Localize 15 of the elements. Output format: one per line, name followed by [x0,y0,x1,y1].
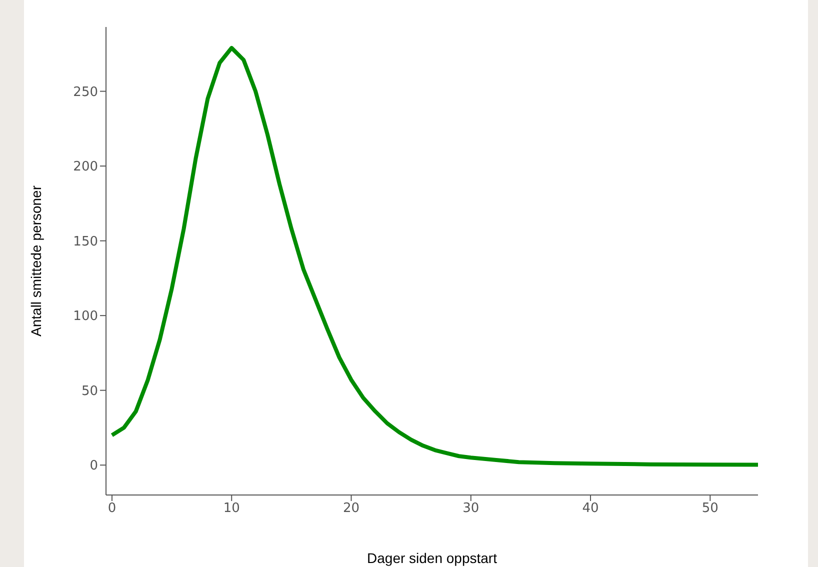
x-tick-label: 20 [342,501,360,516]
y-tick-label: 250 [73,84,98,100]
x-tick-label: 0 [108,501,116,516]
y-tick-label: 100 [73,309,98,324]
x-axis-title: Dager siden oppstart [367,550,498,566]
x-tick-label: 30 [462,501,480,516]
y-axis-title: Antall smittede personer [28,185,44,336]
line-series [110,46,758,467]
y-tick-label: 150 [73,234,98,250]
x-tick-label: 40 [582,501,599,516]
x-tick-label: 10 [223,501,240,516]
y-tick-label: 200 [73,160,98,175]
y-tick-label: 0 [90,458,98,474]
y-tick-label: 50 [81,384,98,399]
x-tick-label: 50 [702,501,718,516]
